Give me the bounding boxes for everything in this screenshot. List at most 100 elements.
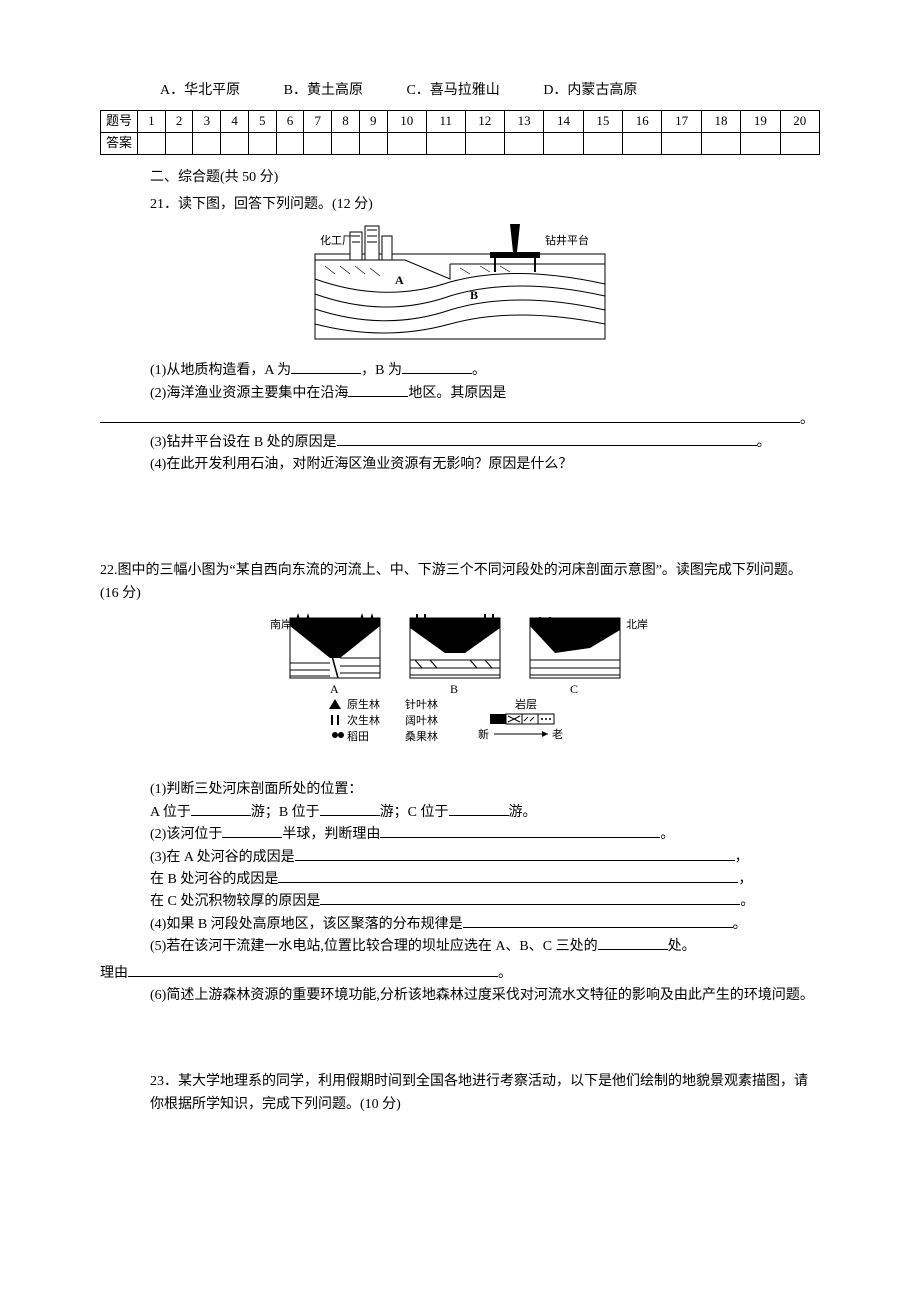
svg-text:阔叶林: 阔叶林	[405, 713, 438, 727]
svg-text:原生林: 原生林	[347, 697, 380, 711]
label-A: A	[395, 273, 404, 287]
option-B: B．黄土高原	[284, 80, 363, 102]
q21-1c: 。	[472, 363, 486, 378]
q22-3c-end: 。	[740, 894, 754, 909]
grid-cell-empty	[426, 133, 465, 155]
q22-2c: 。	[660, 827, 674, 842]
q22-5a: (5)若在该河干流建一水电站,位置比较合理的坝址应选在 A、B、C 三处的	[150, 939, 598, 954]
grid-cell-empty	[465, 133, 504, 155]
q21-3end: 。	[757, 435, 771, 450]
q22-3b: 在 B 处河谷的成因是，	[150, 869, 820, 891]
blank	[291, 373, 361, 374]
grid-row-numbers: 题号 1 2 3 4 5 6 7 8 9 10 11 12 13 14 15 1…	[101, 111, 820, 133]
grid-cell: 8	[332, 111, 360, 133]
blank	[320, 815, 380, 816]
q22-1a: A 位于	[150, 805, 191, 820]
svg-text:次生林: 次生林	[347, 713, 380, 727]
q22-5b: 处。	[668, 939, 696, 954]
q22-4a: (4)如果 B 河段处高原地区，该区聚落的分布规律是	[150, 917, 463, 932]
q22-6: (6)简述上游森林资源的重要环境功能,分析该地森林过度采伐对河流水文特征的影响及…	[150, 985, 820, 1007]
label-chem: 化工厂	[320, 233, 353, 247]
q22-4end: 。	[733, 917, 747, 932]
grid-cell: 19	[741, 111, 780, 133]
row-label-number: 题号	[101, 111, 138, 133]
q22-2: (2)该河位于半球，判断理由。	[150, 824, 820, 846]
q21-3: (3)钻井平台设在 B 处的原因是 。	[150, 432, 820, 454]
svg-text:针叶林: 针叶林	[405, 697, 438, 711]
option-A: A．华北平原	[160, 80, 240, 102]
blank	[222, 837, 282, 838]
grid-cell: 13	[504, 111, 543, 133]
grid-cell-empty	[583, 133, 622, 155]
blank	[337, 445, 757, 446]
grid-cell-empty	[359, 133, 387, 155]
grid-cell-empty	[276, 133, 304, 155]
q22-5c: 理由	[100, 966, 128, 981]
label-south: 南岸	[270, 618, 292, 631]
q22-3a-text: (3)在 A 处河谷的成因是	[150, 850, 295, 865]
q22-1: (1)判断三处河床剖面所处的位置：	[150, 779, 820, 801]
grid-cell: 17	[662, 111, 701, 133]
row-label-answer: 答案	[101, 133, 138, 155]
grid-cell: 14	[544, 111, 583, 133]
q22-5end: 。	[498, 966, 512, 981]
q21-2a: (2)海洋渔业资源主要集中在沿海	[150, 386, 348, 401]
blank	[463, 927, 733, 928]
grid-cell-empty	[701, 133, 740, 155]
q21-stem: 21．读下图，回答下列问题。(12 分)	[150, 194, 820, 216]
grid-cell-empty	[544, 133, 583, 155]
q22-3c-text: 在 C 处沉积物较厚的原因是	[150, 894, 320, 909]
q21-3a: (3)钻井平台设在 B 处的原因是	[150, 435, 337, 450]
blank	[348, 396, 408, 397]
grid-cell: 2	[165, 111, 193, 133]
svg-text:B: B	[450, 682, 458, 696]
section-2-title: 二、综合题(共 50 分)	[150, 167, 820, 189]
svg-text:新: 新	[478, 727, 489, 741]
multiple-choice-options: A．华北平原 B．黄土高原 C．喜马拉雅山 D．内蒙古高原	[160, 80, 820, 102]
grid-cell: 18	[701, 111, 740, 133]
svg-text:稻田: 稻田	[347, 730, 369, 743]
q22-3a-end: ，	[735, 850, 749, 865]
blank	[449, 815, 509, 816]
grid-cell: 16	[623, 111, 662, 133]
grid-cell: 1	[138, 111, 166, 133]
grid-cell-empty	[248, 133, 276, 155]
blank	[402, 373, 472, 374]
q22-3b-end: ，	[738, 872, 752, 887]
q21-1: (1)从地质构造看，A 为，B 为。	[150, 360, 820, 382]
q21-1b: ，B 为	[361, 363, 402, 378]
q22-1b: 游；B 位于	[251, 805, 320, 820]
option-C: C．喜马拉雅山	[406, 80, 499, 102]
blank	[320, 904, 740, 905]
blank-long	[100, 422, 800, 423]
q22-2b: 半球，判断理由	[282, 827, 380, 842]
label-plat: 钻井平台	[545, 233, 589, 247]
answer-grid-table: 题号 1 2 3 4 5 6 7 8 9 10 11 12 13 14 15 1…	[100, 110, 820, 155]
q21-2b: 地区。其原因是	[408, 386, 506, 401]
grid-cell-empty	[138, 133, 166, 155]
q22-3a: (3)在 A 处河谷的成因是 ，	[150, 847, 820, 869]
grid-cell-empty	[193, 133, 221, 155]
grid-cell: 6	[276, 111, 304, 133]
label-B: B	[470, 288, 478, 302]
q22-5: (5)若在该河干流建一水电站,位置比较合理的坝址应选在 A、B、C 三处的 处。	[150, 936, 820, 958]
label-north: 北岸	[626, 618, 648, 631]
q22-3c: 在 C 处沉积物较厚的原因是 。	[150, 891, 820, 913]
grid-cell-empty	[504, 133, 543, 155]
grid-cell-empty	[304, 133, 332, 155]
svg-text:A: A	[330, 682, 339, 696]
grid-cell: 12	[465, 111, 504, 133]
blank	[598, 949, 668, 950]
option-D: D．内蒙古高原	[543, 80, 637, 102]
grid-cell: 11	[426, 111, 465, 133]
grid-cell: 4	[221, 111, 249, 133]
q22-1d: 游。	[509, 805, 537, 820]
q21-2end: 。	[800, 412, 814, 427]
svg-text:桑果林: 桑果林	[405, 729, 438, 743]
q21-figure: 化工厂 钻井平台 A B	[100, 224, 820, 352]
grid-row-answers: 答案	[101, 133, 820, 155]
grid-cell: 3	[193, 111, 221, 133]
q22-stem: 22.图中的三幅小图为“某自西向东流的河流上、中、下游三个不同河段处的河床剖面示…	[100, 560, 820, 605]
svg-text:岩层: 岩层	[515, 697, 537, 711]
grid-cell: 20	[780, 111, 819, 133]
